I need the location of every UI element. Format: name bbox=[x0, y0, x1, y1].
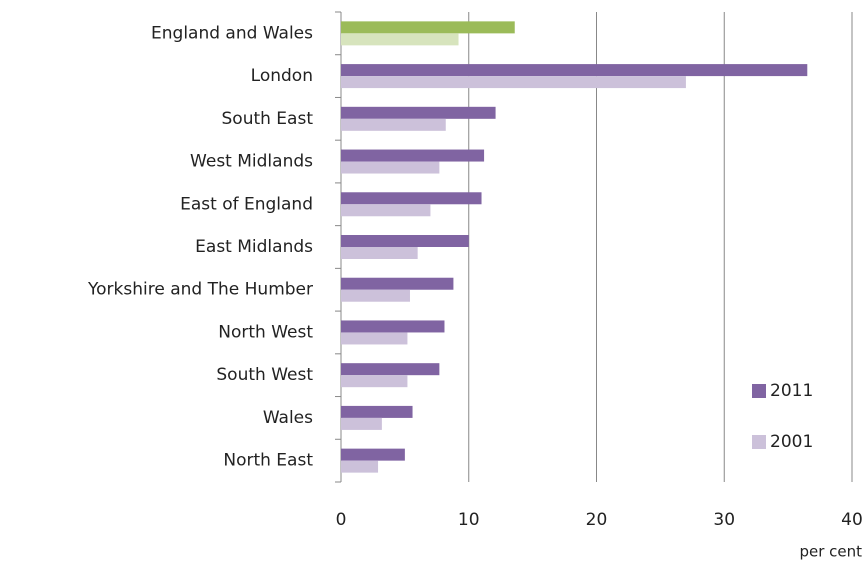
bar bbox=[341, 375, 408, 388]
bar bbox=[341, 21, 515, 34]
y-tick-label: Yorkshire and The Humber bbox=[87, 280, 313, 300]
bar bbox=[341, 235, 469, 247]
bar bbox=[341, 118, 446, 131]
x-tick-label: 40 bbox=[841, 510, 863, 530]
bar bbox=[341, 289, 410, 302]
bar bbox=[341, 363, 440, 376]
bar bbox=[341, 192, 482, 205]
bar bbox=[341, 64, 808, 77]
bar bbox=[341, 204, 431, 217]
bar bbox=[341, 320, 445, 333]
y-tick-label: Wales bbox=[263, 408, 313, 428]
bar bbox=[341, 460, 379, 473]
y-tick-label: North East bbox=[223, 451, 313, 471]
y-tick-label: East of England bbox=[180, 194, 313, 214]
bar bbox=[341, 405, 413, 418]
legend-label: 2001 bbox=[770, 432, 813, 452]
bar bbox=[341, 149, 485, 162]
x-tick-label: 20 bbox=[586, 510, 608, 530]
legend-swatch bbox=[752, 384, 766, 398]
x-tick-label: 10 bbox=[458, 510, 480, 530]
bar bbox=[341, 247, 418, 259]
y-tick-label: England and Wales bbox=[151, 23, 313, 43]
legend-swatch bbox=[752, 435, 766, 449]
x-tick-label: 30 bbox=[713, 510, 735, 530]
y-tick-label: South West bbox=[216, 365, 313, 385]
x-axis-label: per cent bbox=[799, 543, 862, 561]
y-tick-label: East Midlands bbox=[195, 237, 313, 257]
bar bbox=[341, 161, 440, 174]
legend-label: 2011 bbox=[770, 381, 813, 401]
bar bbox=[341, 33, 459, 46]
bar bbox=[341, 277, 454, 290]
x-tick-label: 0 bbox=[336, 510, 347, 530]
bar bbox=[341, 332, 408, 345]
bar bbox=[341, 76, 686, 89]
bar bbox=[341, 106, 496, 119]
y-tick-label: North West bbox=[218, 322, 313, 342]
y-tick-label: West Midlands bbox=[190, 152, 313, 172]
y-tick-label: South East bbox=[222, 109, 314, 129]
bar bbox=[341, 448, 405, 461]
y-tick-label: London bbox=[251, 66, 313, 86]
bar bbox=[341, 417, 382, 430]
